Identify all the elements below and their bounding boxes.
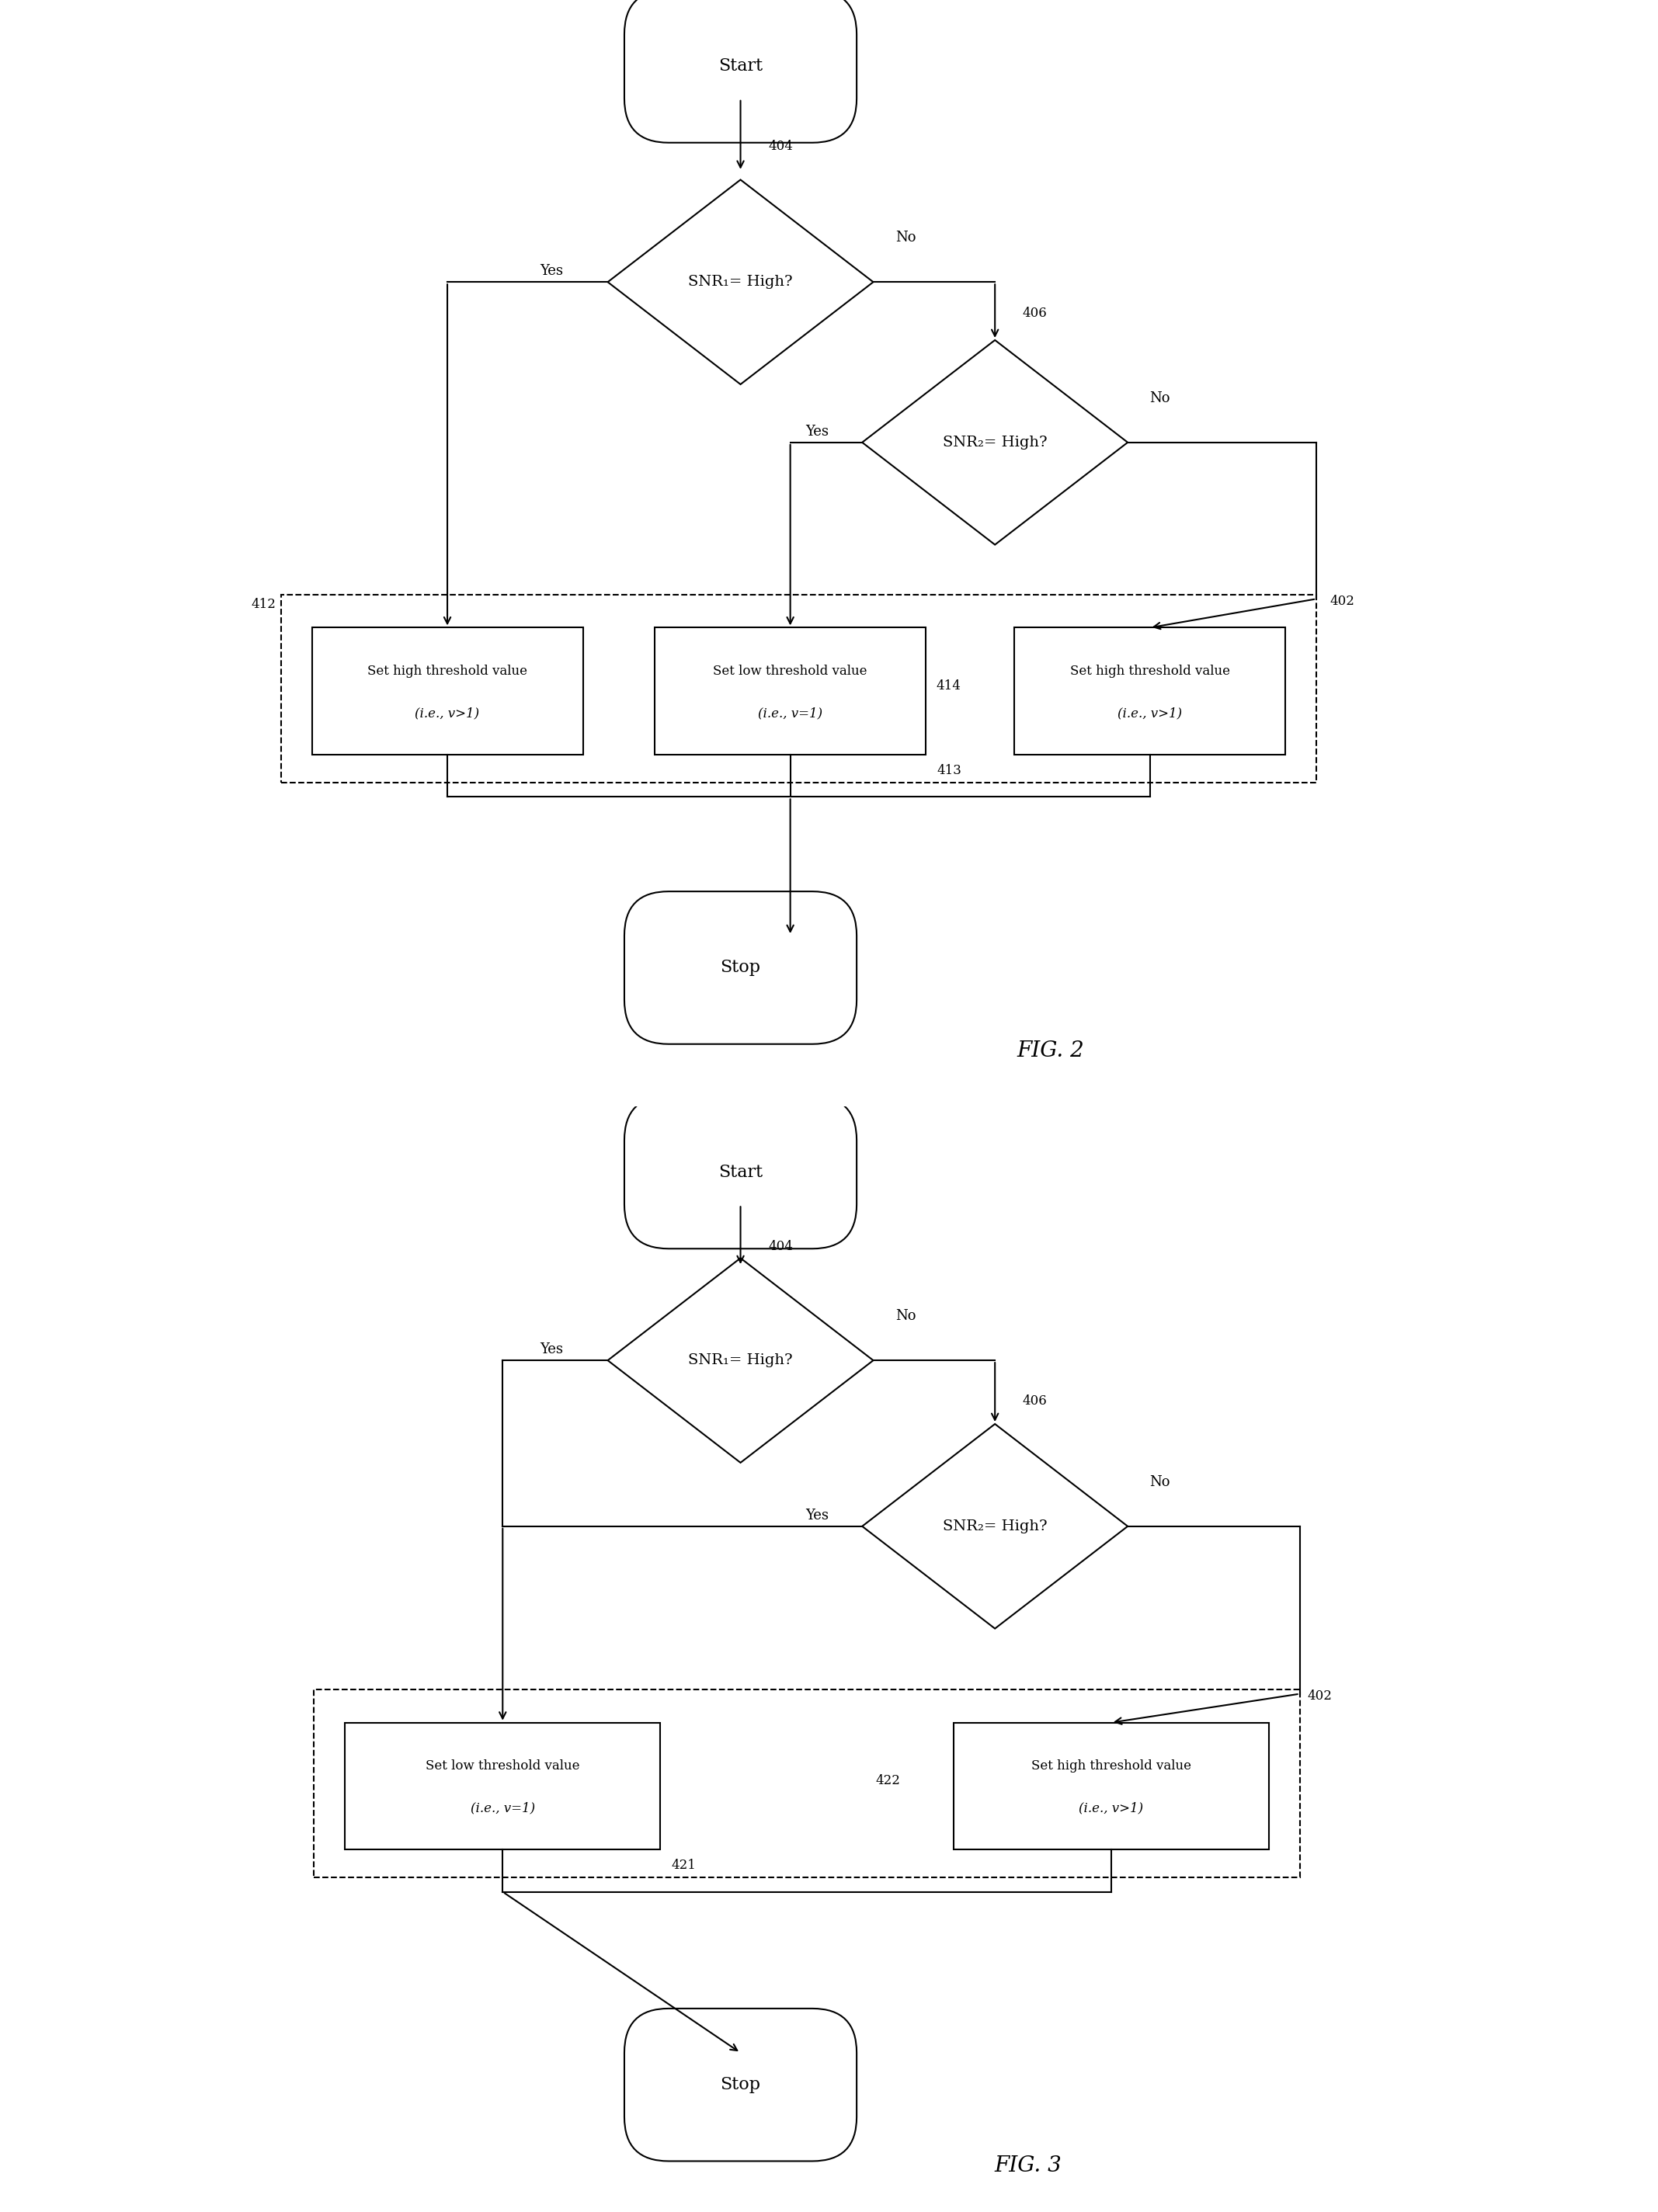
Text: 406: 406 — [1023, 307, 1048, 321]
Text: SNR₁= High?: SNR₁= High? — [688, 1354, 793, 1367]
Text: No: No — [895, 230, 915, 246]
Text: Start: Start — [718, 1164, 763, 1181]
Text: 422: 422 — [875, 1774, 900, 1787]
Text: Yes: Yes — [541, 263, 564, 279]
Text: Set low threshold value: Set low threshold value — [426, 1761, 580, 1772]
FancyBboxPatch shape — [1015, 628, 1285, 754]
Text: 402: 402 — [1330, 595, 1355, 608]
Polygon shape — [608, 179, 874, 385]
Polygon shape — [862, 1425, 1127, 1628]
Text: No: No — [895, 1310, 915, 1323]
Text: 406: 406 — [1023, 1394, 1048, 1407]
Text: FIG. 3: FIG. 3 — [995, 2154, 1061, 2177]
Text: Stop: Stop — [720, 2077, 761, 2093]
Text: Yes: Yes — [541, 1343, 564, 1356]
Text: Yes: Yes — [806, 1509, 829, 1522]
Text: Set high threshold value: Set high threshold value — [368, 666, 527, 677]
Text: (i.e., v>1): (i.e., v>1) — [1117, 708, 1182, 719]
Text: (i.e., v=1): (i.e., v=1) — [758, 708, 822, 719]
Text: SNR₁= High?: SNR₁= High? — [688, 274, 793, 290]
Text: SNR₂= High?: SNR₂= High? — [943, 436, 1048, 449]
Text: 412: 412 — [250, 597, 275, 611]
Text: (i.e., v>1): (i.e., v>1) — [414, 708, 479, 719]
FancyBboxPatch shape — [312, 628, 584, 754]
FancyBboxPatch shape — [625, 2008, 857, 2161]
Text: 414: 414 — [937, 679, 962, 692]
Text: FIG. 2: FIG. 2 — [1016, 1040, 1084, 1062]
FancyBboxPatch shape — [625, 0, 857, 144]
Text: Set low threshold value: Set low threshold value — [713, 666, 867, 677]
FancyBboxPatch shape — [625, 1097, 857, 1248]
Text: SNR₂= High?: SNR₂= High? — [943, 1520, 1048, 1533]
Text: (i.e., v>1): (i.e., v>1) — [1079, 1803, 1144, 1814]
Text: 413: 413 — [937, 763, 962, 776]
FancyBboxPatch shape — [345, 1723, 660, 1849]
Text: 404: 404 — [768, 1241, 793, 1252]
FancyBboxPatch shape — [625, 891, 857, 1044]
Text: Stop: Stop — [720, 960, 761, 975]
FancyBboxPatch shape — [953, 1723, 1268, 1849]
Text: No: No — [1149, 1475, 1171, 1489]
Text: Start: Start — [718, 58, 763, 75]
Text: 421: 421 — [671, 1858, 696, 1871]
FancyBboxPatch shape — [655, 628, 925, 754]
Text: Set high threshold value: Set high threshold value — [1031, 1761, 1190, 1772]
Text: Yes: Yes — [806, 425, 829, 438]
Text: 402: 402 — [1308, 1690, 1331, 1703]
Text: (i.e., v=1): (i.e., v=1) — [471, 1803, 536, 1814]
Bar — [280, 595, 1316, 783]
Polygon shape — [862, 341, 1127, 544]
Text: 404: 404 — [768, 139, 793, 153]
Bar — [313, 1690, 1300, 1878]
Text: No: No — [1149, 392, 1171, 405]
Text: Set high threshold value: Set high threshold value — [1069, 666, 1230, 677]
Polygon shape — [608, 1259, 874, 1462]
